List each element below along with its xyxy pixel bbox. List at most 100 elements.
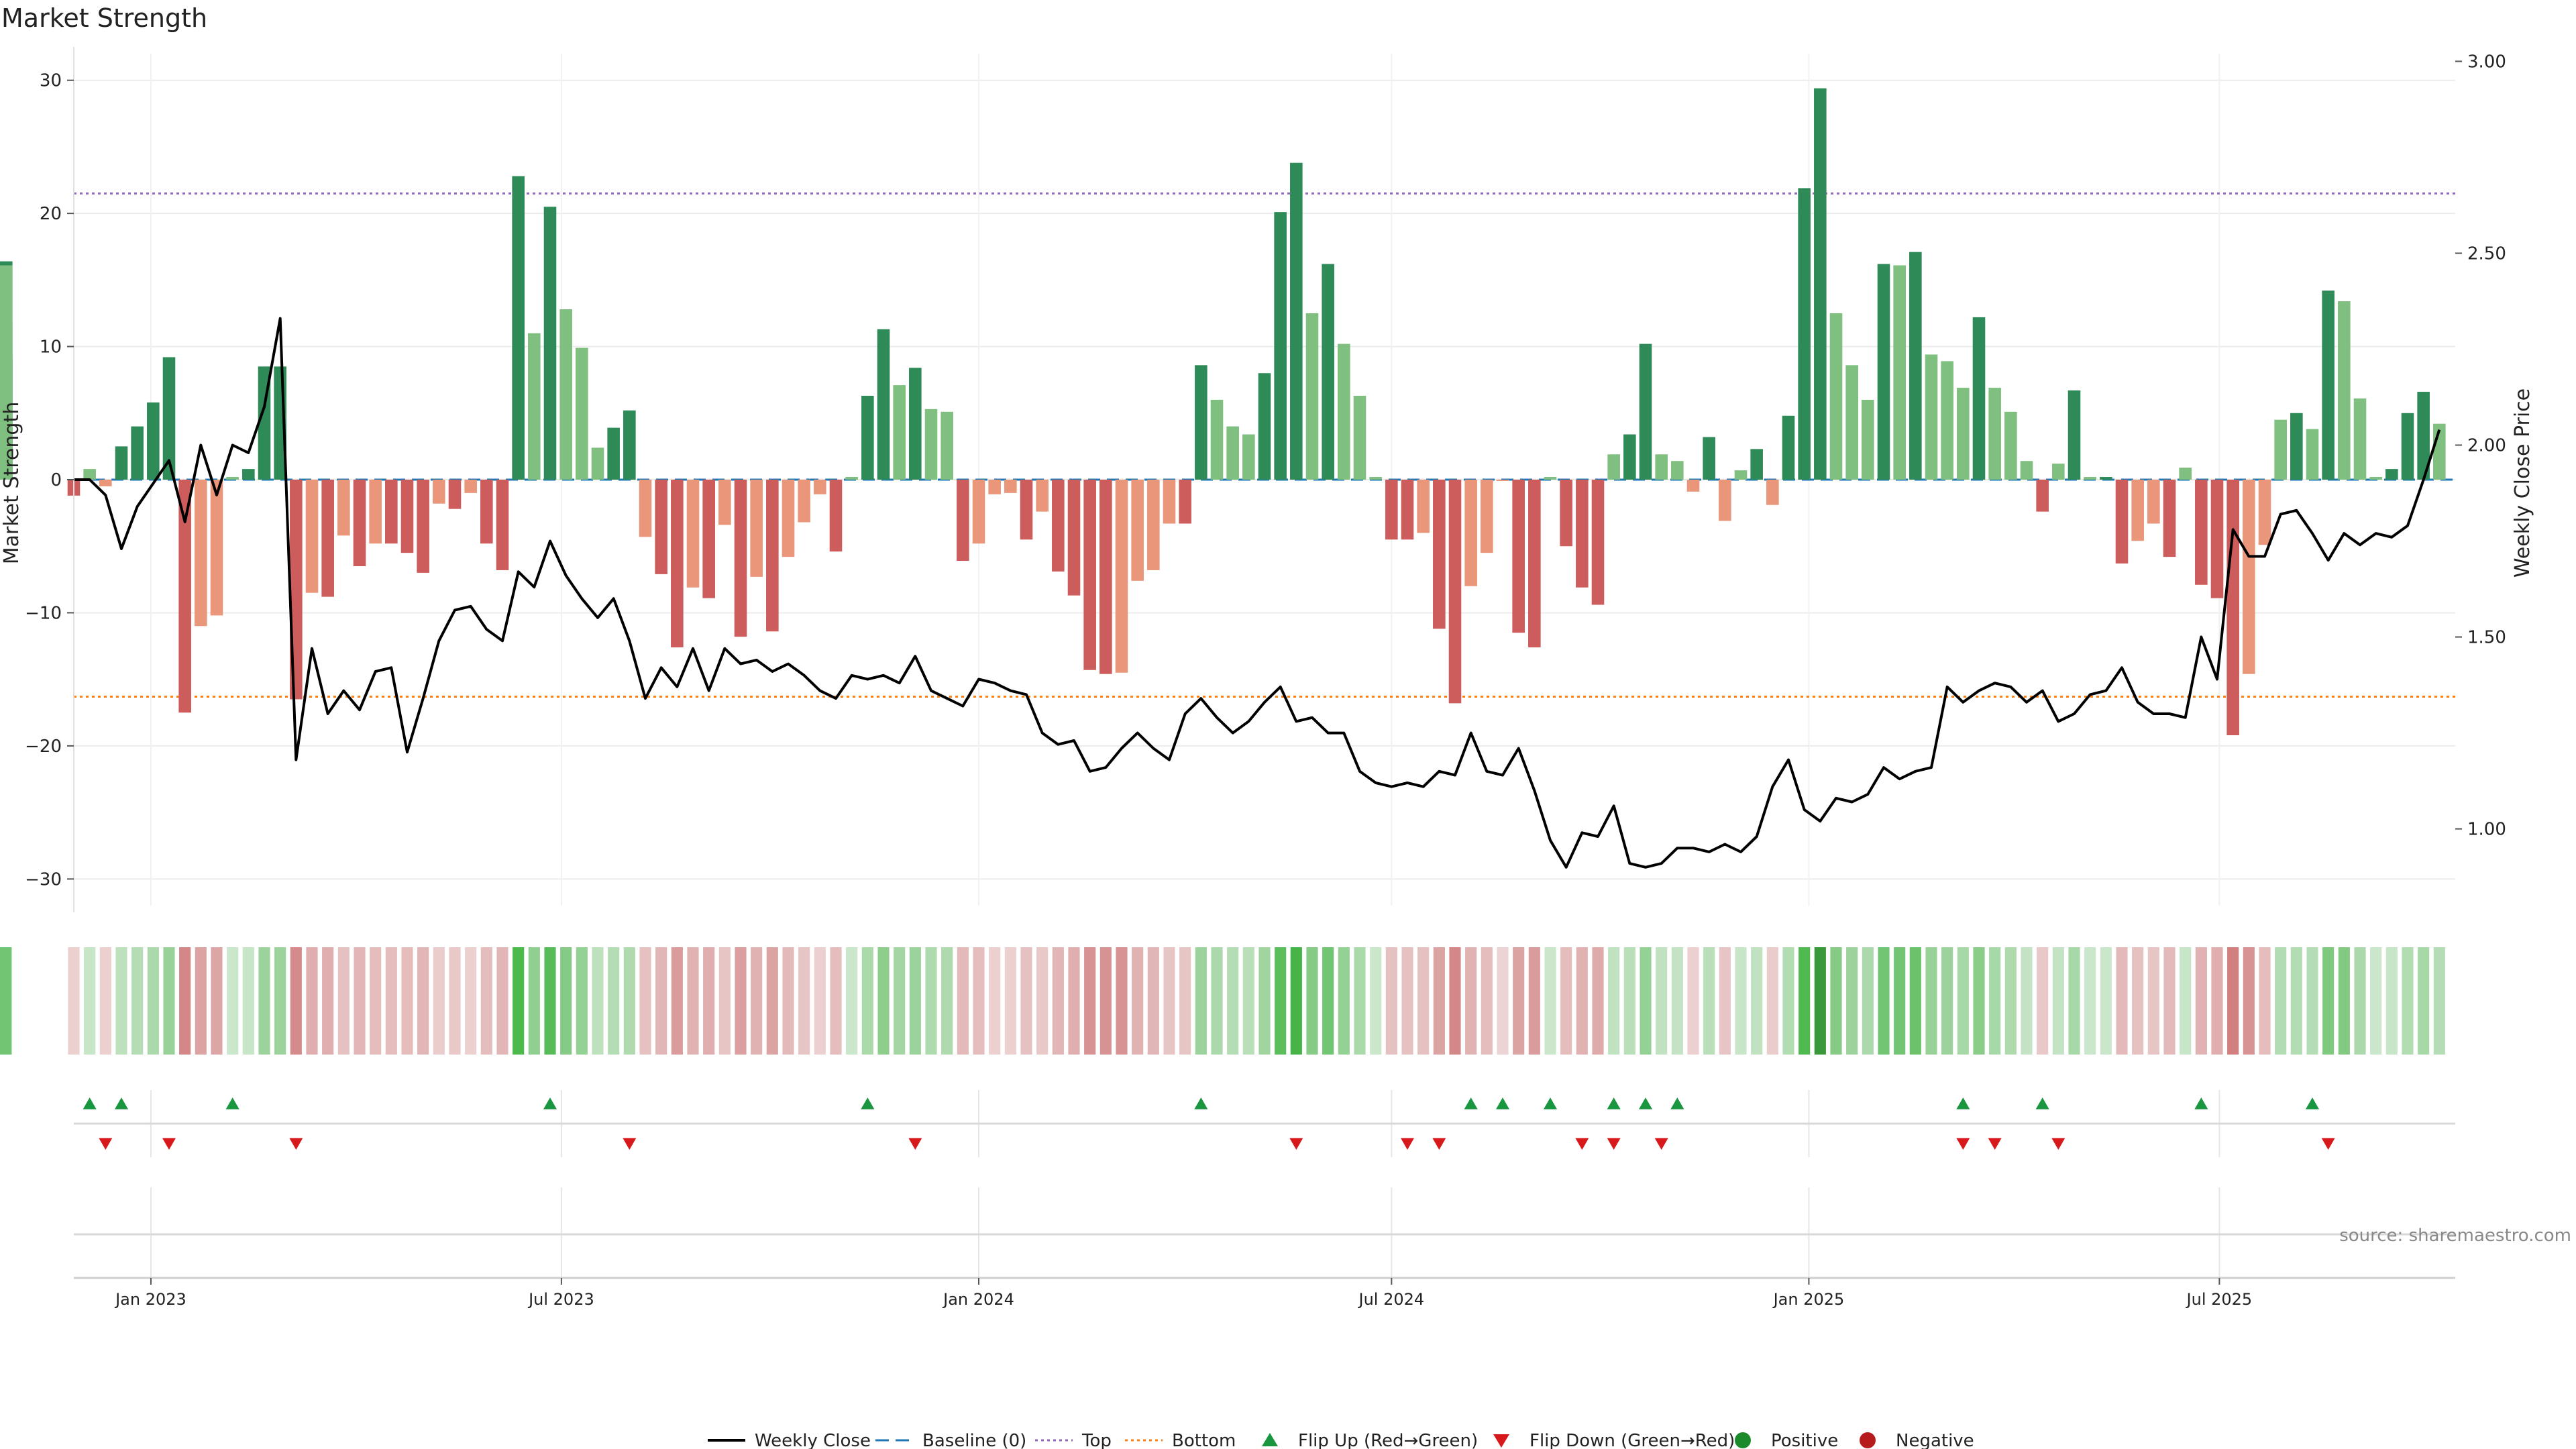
strength-bar [2131,480,2144,541]
heat-cell [2322,947,2334,1055]
right-axis-label: Weekly Close Price [2511,388,2534,578]
heat-cell [274,947,286,1055]
right-tick-label: 2.50 [2467,244,2506,264]
strength-bar [1528,480,1541,648]
heat-cell [2433,947,2445,1055]
heat-cell [211,947,223,1055]
heat-cell [1862,947,1874,1055]
strength-bar [1369,477,1382,480]
strength-bar [1941,361,1953,480]
heat-cell [766,947,778,1055]
legend: Weekly Close Baseline (0) Top Bottom Flip Up… [708,1431,1974,1449]
heat-cell [894,947,906,1055]
strength-bar [686,480,700,588]
strength-bar [655,480,667,574]
heat-cell [1576,947,1588,1055]
x-tick-label: Jul 2025 [2186,1290,2253,1309]
strength-bar [893,385,906,480]
strength-bar [480,480,493,544]
heat-cell [1370,947,1382,1055]
strength-bar [750,480,763,577]
flip-down-marker [1607,1138,1621,1150]
heat-cell [1211,947,1223,1055]
heat-cell [1132,947,1144,1055]
heat-cell [1894,947,1906,1055]
heat-cell [1385,947,1397,1055]
heat-cell [2418,947,2430,1055]
strength-bar [1972,317,1986,480]
heat-cell [131,947,144,1055]
left-tick-label: −20 [25,737,62,757]
left-tick-label: 0 [50,470,62,490]
heat-cell [1068,947,1080,1055]
flip-up-marker [2194,1097,2208,1110]
strength-bar [1719,480,1731,521]
heat-cell [163,947,175,1055]
heat-cell [608,947,620,1055]
heat-cell [1640,947,1652,1055]
heat-cell [671,947,683,1055]
chart-title: Market Strength [1,3,207,33]
heat-cell [1544,947,1556,1055]
heat-cell [576,947,588,1055]
flip-down-marker [1289,1138,1303,1150]
strength-bar [2385,469,2398,480]
heat-cell [1957,947,1969,1055]
strength-bar [1163,480,1176,524]
heat-cell [1338,947,1350,1055]
strength-bar [671,480,684,648]
strength-bar [83,469,96,480]
heat-cell [798,947,810,1055]
strength-bar [1845,365,1858,480]
strength-bar [1401,480,1414,540]
strength-bar [1448,480,1462,704]
heat-cell [1751,947,1763,1055]
strength-bar [2306,429,2319,480]
heat-cell [1242,947,1254,1055]
heat-cell [957,947,969,1055]
strength-bar [1862,399,1874,480]
strength-bar [1639,343,1652,480]
flip-up-marker [1544,1097,1557,1110]
strength-bar [607,427,620,480]
heat-cell [1925,947,1937,1055]
heat-cell [2021,947,2033,1055]
heat-cell [1004,947,1016,1055]
strength-bar [1496,480,1509,481]
weekly-close-series [74,317,2441,869]
right-tick-label: 2.00 [2467,436,2506,456]
heat-cell [337,947,350,1055]
strength-bar [734,480,747,637]
flip-up-marker [115,1097,128,1110]
strength-bar [1052,480,1065,572]
heat-cell [1275,947,1287,1055]
heat-cell [1671,947,1683,1055]
heat-cell [528,947,540,1055]
flip-up-marker [1670,1097,1684,1110]
heat-cell [941,947,953,1055]
strength-bar [1004,480,1017,493]
strength-bar [417,480,429,573]
flip-up-marker [1607,1097,1621,1110]
heat-cell [989,947,1001,1055]
strength-bar [845,477,858,480]
strength-bar [559,309,572,480]
heat-cell [1989,947,2001,1055]
heat-cell [1258,947,1271,1055]
strength-bar [1829,313,1843,480]
strength-bar [702,480,715,598]
strength-bar [1782,415,1795,480]
x-tick-label: Jul 2023 [527,1290,594,1309]
heat-cell [687,947,699,1055]
strength-bar [1433,480,1446,629]
heat-cell [179,947,191,1055]
strength-bar [1020,480,1033,540]
strength-bar [464,480,477,493]
heat-cell [814,947,826,1055]
heat-cell [1354,947,1366,1055]
strength-bar [226,477,239,480]
flip-down-marker [1988,1138,2002,1150]
heat-cell [1799,947,1811,1055]
flip-down-marker [1956,1138,1970,1150]
